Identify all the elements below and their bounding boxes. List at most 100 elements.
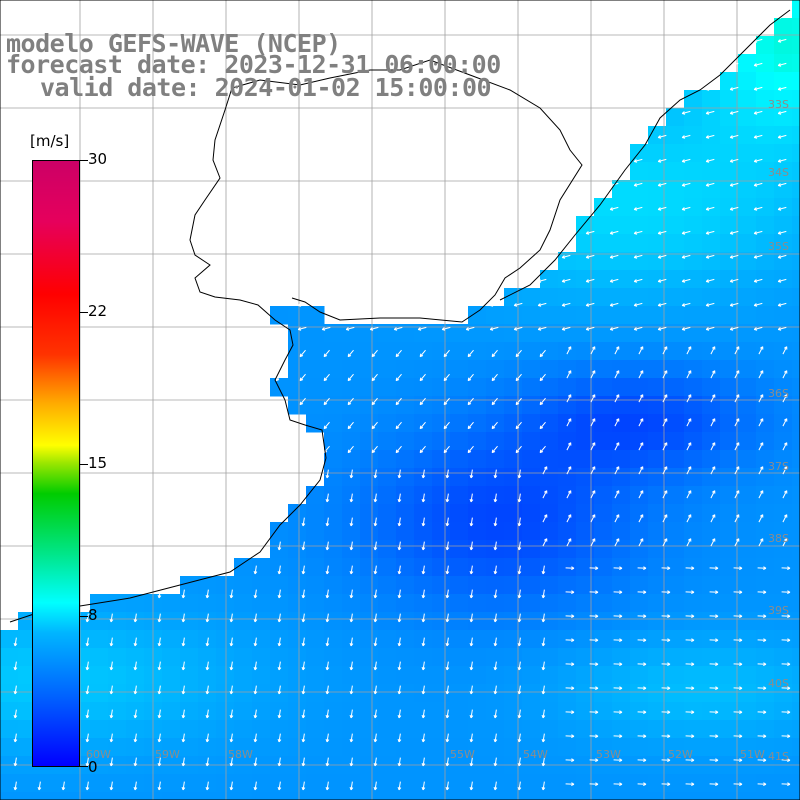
wind-cell xyxy=(108,666,127,685)
wind-cell xyxy=(702,720,721,739)
wind-cell xyxy=(612,432,631,451)
wind-arrow xyxy=(537,326,547,331)
wind-arrow xyxy=(710,394,716,403)
wind-cell xyxy=(414,486,433,505)
wind-cell xyxy=(666,216,685,235)
wind-cell xyxy=(630,666,649,685)
wind-arrow xyxy=(590,490,596,499)
wind-cell xyxy=(756,90,775,109)
wind-cell xyxy=(234,720,253,739)
wind-arrow xyxy=(657,326,667,331)
wind-cell xyxy=(756,270,775,289)
wind-cell xyxy=(414,594,433,613)
wind-cell xyxy=(612,396,631,415)
wind-cell xyxy=(774,126,793,145)
wind-arrow xyxy=(85,637,90,647)
wind-cell xyxy=(666,576,685,595)
wind-arrow xyxy=(561,278,571,283)
wind-arrow xyxy=(417,326,427,331)
wind-arrow xyxy=(753,230,763,235)
wind-arrow xyxy=(590,514,596,523)
wind-cell xyxy=(792,666,800,685)
wind-arrow xyxy=(758,490,764,499)
wind-arrow xyxy=(633,206,643,211)
wind-cell xyxy=(414,360,433,379)
wind-cell xyxy=(342,666,361,685)
wind-arrow xyxy=(277,613,282,623)
wind-cell xyxy=(378,792,397,800)
wind-cell xyxy=(612,486,631,505)
wind-cell xyxy=(486,432,505,451)
wind-cell xyxy=(792,72,800,91)
wind-cell xyxy=(630,630,649,649)
wind-cell xyxy=(720,612,739,631)
wind-cell xyxy=(522,342,541,361)
wind-cell xyxy=(774,576,793,595)
wind-cell xyxy=(558,540,577,559)
wind-cell xyxy=(360,540,379,559)
wind-cell xyxy=(324,360,343,379)
wind-cell xyxy=(486,360,505,379)
wind-cell xyxy=(702,702,721,721)
wind-arrow xyxy=(277,637,282,647)
wind-cell xyxy=(360,414,379,433)
wind-cell xyxy=(756,684,775,703)
wind-cell xyxy=(306,306,325,325)
wind-arrow xyxy=(349,733,354,743)
wind-cell xyxy=(522,324,541,343)
wind-cell xyxy=(594,216,613,235)
wind-cell xyxy=(180,648,199,667)
wind-cell xyxy=(468,396,487,415)
wind-arrow xyxy=(349,517,354,527)
wind-cell xyxy=(234,738,253,757)
wind-cell xyxy=(378,396,397,415)
wind-arrow xyxy=(397,733,402,743)
wind-cell xyxy=(594,504,613,523)
wind-cell xyxy=(558,270,577,289)
wind-arrow xyxy=(662,514,668,523)
wind-cell xyxy=(594,342,613,361)
wind-arrow xyxy=(662,538,668,547)
wind-arrow xyxy=(590,346,596,355)
wind-arrow xyxy=(325,661,330,671)
wind-cell xyxy=(486,720,505,739)
wind-arrow xyxy=(777,158,787,163)
wind-cell xyxy=(756,486,775,505)
wind-cell xyxy=(126,630,145,649)
wind-arrow xyxy=(661,686,671,691)
wind-cell xyxy=(774,90,793,109)
wind-arrow xyxy=(633,230,643,235)
wind-cell xyxy=(630,504,649,523)
wind-arrow xyxy=(758,346,764,355)
wind-arrow xyxy=(729,278,739,283)
wind-cell xyxy=(90,792,109,800)
wind-arrow xyxy=(229,661,234,671)
wind-arrow xyxy=(661,782,671,787)
wind-arrow xyxy=(681,326,691,331)
wind-cell xyxy=(684,162,703,181)
wind-cell xyxy=(612,540,631,559)
wind-cell xyxy=(792,774,800,793)
wind-arrow xyxy=(469,493,474,503)
wind-cell xyxy=(486,342,505,361)
wind-arrow xyxy=(277,733,282,743)
wind-cell xyxy=(630,216,649,235)
wind-cell xyxy=(378,522,397,541)
wind-cell xyxy=(684,558,703,577)
wind-cell xyxy=(774,774,793,793)
wind-cell xyxy=(774,738,793,757)
wind-cell xyxy=(324,648,343,667)
wind-arrow xyxy=(685,686,695,691)
wind-arrow xyxy=(753,182,763,187)
wind-arrow xyxy=(515,445,522,454)
wind-arrow xyxy=(589,590,599,595)
wind-arrow xyxy=(537,302,547,307)
wind-cell xyxy=(468,612,487,631)
wind-cell xyxy=(720,432,739,451)
wind-arrow xyxy=(325,589,330,599)
wind-arrow xyxy=(205,685,210,695)
wind-arrow xyxy=(661,758,671,763)
wind-cell xyxy=(720,702,739,721)
wind-arrow xyxy=(373,613,378,623)
wind-arrow xyxy=(347,373,354,382)
